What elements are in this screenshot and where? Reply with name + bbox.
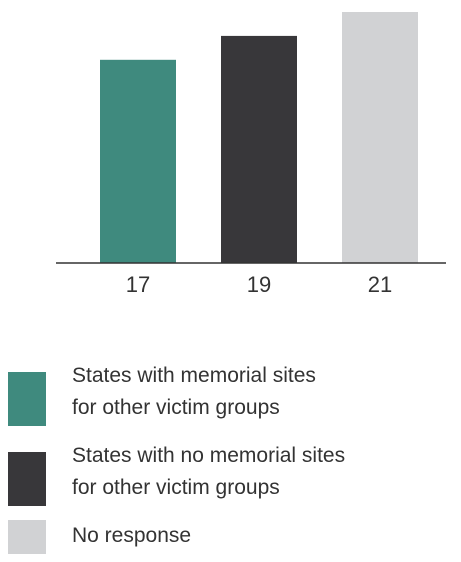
legend-label: States with no memorial sites for other … bbox=[72, 444, 346, 499]
legend-item-memorial-sites: States with memorial sites for other vic… bbox=[8, 360, 448, 426]
bar-19 bbox=[221, 35, 297, 264]
legend-label: States with memorial sites for other vic… bbox=[72, 364, 316, 419]
legend-swatch bbox=[8, 520, 46, 554]
legend: States with memorial sites for other vic… bbox=[8, 360, 448, 554]
bar-chart: 17 19 21 bbox=[56, 12, 446, 297]
legend-item-no-response: No response bbox=[8, 520, 448, 554]
tick-label-21: 21 bbox=[368, 272, 392, 297]
bars-group bbox=[100, 12, 418, 264]
bar-17 bbox=[100, 59, 176, 263]
tick-label-17: 17 bbox=[126, 272, 150, 297]
legend-item-no-memorial-sites: States with no memorial sites for other … bbox=[8, 440, 448, 506]
legend-swatch bbox=[8, 452, 46, 506]
tick-labels-group: 17 19 21 bbox=[126, 272, 392, 297]
legend-swatch bbox=[8, 372, 46, 426]
bar-21 bbox=[342, 12, 418, 263]
legend-label: No response bbox=[72, 524, 192, 547]
tick-label-19: 19 bbox=[247, 272, 271, 297]
